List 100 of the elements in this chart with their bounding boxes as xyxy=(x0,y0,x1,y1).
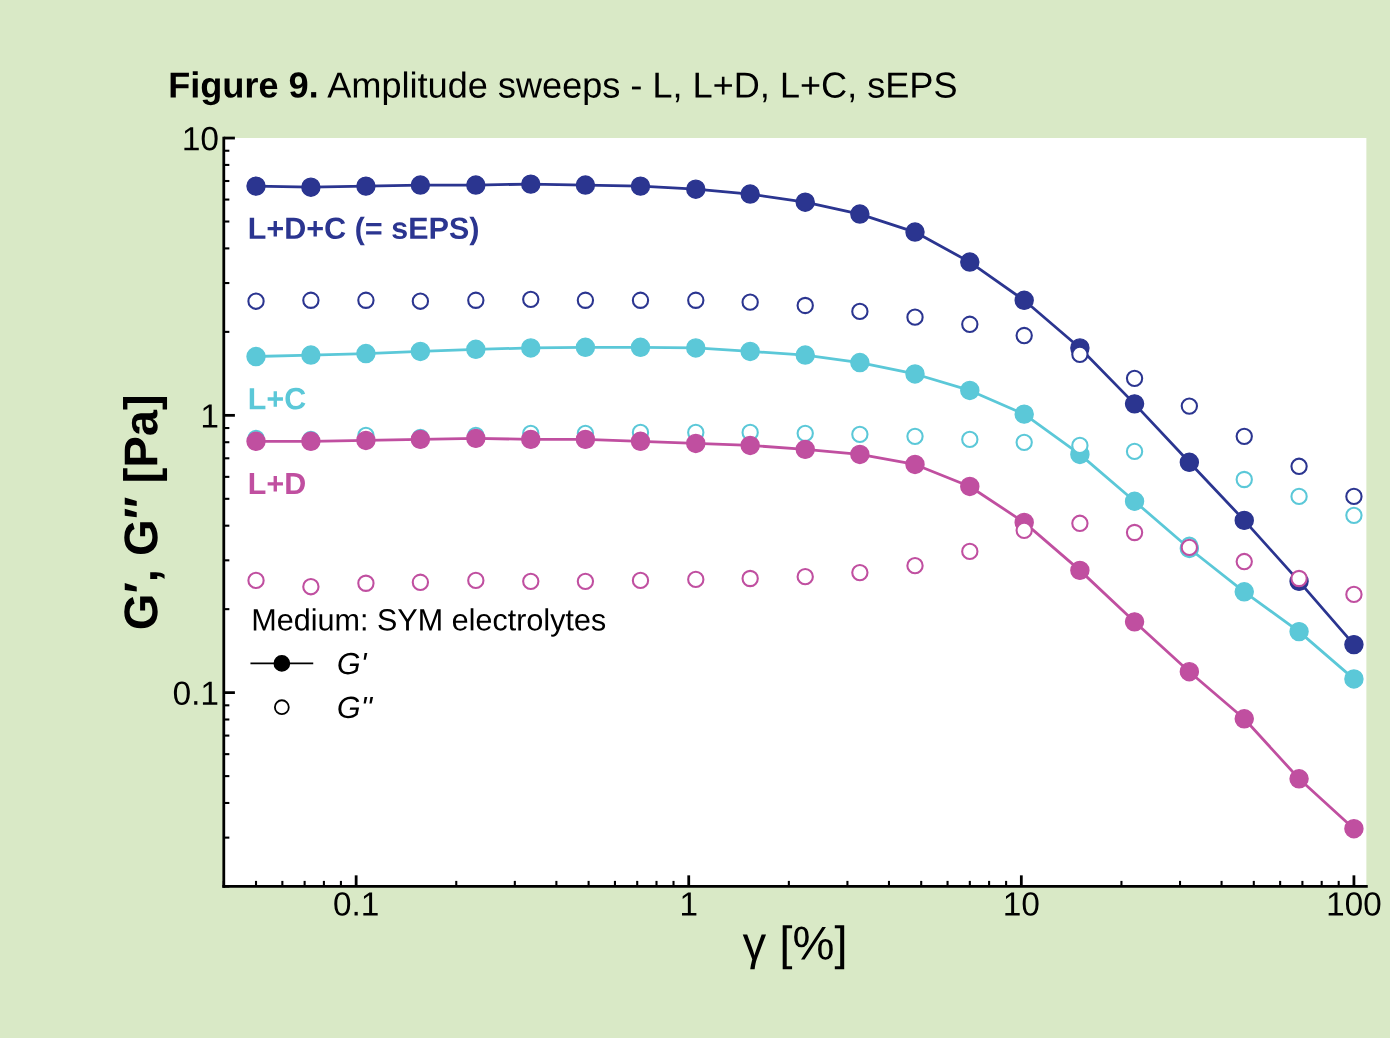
point xyxy=(521,174,541,194)
point xyxy=(247,571,265,590)
point xyxy=(1345,506,1363,524)
point xyxy=(1071,345,1089,363)
point xyxy=(1125,369,1144,387)
point xyxy=(246,176,266,196)
point xyxy=(906,308,924,326)
point xyxy=(466,339,486,360)
x-tick-label: 0.1 xyxy=(334,892,378,916)
point xyxy=(1015,433,1033,452)
point xyxy=(960,476,980,497)
x-tick-label: 10 xyxy=(1005,892,1039,916)
point xyxy=(850,204,870,224)
y-tick-label: 1 xyxy=(202,404,218,428)
point xyxy=(357,291,375,309)
point xyxy=(795,192,815,212)
point xyxy=(850,352,870,373)
point xyxy=(1015,326,1033,345)
series-label: L+D xyxy=(249,472,305,495)
point xyxy=(247,292,265,310)
point xyxy=(960,380,980,401)
point xyxy=(1234,510,1254,531)
y-tick-label: 10 xyxy=(184,126,218,151)
point xyxy=(522,290,540,309)
point xyxy=(796,296,814,315)
legend-title: Medium: SYM electrolytes xyxy=(253,608,606,637)
point xyxy=(1345,585,1363,604)
x-tick-label: 100 xyxy=(1328,892,1381,916)
point xyxy=(687,291,705,309)
point xyxy=(740,435,760,456)
point xyxy=(575,429,596,450)
point xyxy=(740,341,760,362)
point xyxy=(631,291,650,309)
point xyxy=(796,424,814,443)
point xyxy=(851,425,869,444)
point xyxy=(686,433,706,454)
point xyxy=(686,179,706,199)
point xyxy=(1344,634,1364,655)
point xyxy=(576,291,595,309)
point xyxy=(356,343,376,364)
point xyxy=(246,346,266,367)
point xyxy=(906,556,924,575)
point xyxy=(301,345,321,365)
point xyxy=(575,175,596,195)
point xyxy=(1234,709,1254,729)
x-axis-title: γ [%] xyxy=(742,925,845,970)
point xyxy=(1345,487,1363,506)
point xyxy=(1235,427,1253,446)
point xyxy=(1124,612,1145,632)
point xyxy=(1290,487,1308,506)
point xyxy=(411,573,430,591)
point xyxy=(960,252,980,272)
point xyxy=(521,429,541,450)
point xyxy=(1014,404,1034,424)
point xyxy=(246,431,266,452)
point xyxy=(1124,394,1145,414)
point xyxy=(1290,457,1308,475)
point xyxy=(301,177,321,197)
series-label: L+C xyxy=(249,387,306,410)
point xyxy=(575,337,596,357)
point xyxy=(630,337,651,357)
point xyxy=(741,293,759,311)
point xyxy=(1234,582,1254,602)
point xyxy=(1070,560,1090,581)
point xyxy=(410,341,431,362)
point xyxy=(1014,290,1034,310)
point xyxy=(961,315,979,333)
chart-title: Figure 9. Amplitude sweeps - L, L+D, L+C, sEPS xyxy=(170,71,956,106)
point xyxy=(1344,819,1364,839)
point xyxy=(411,292,430,310)
point xyxy=(1289,621,1309,642)
point xyxy=(851,302,869,321)
annotation: G' xyxy=(338,652,368,675)
point xyxy=(1344,669,1364,689)
point xyxy=(1235,470,1253,489)
point xyxy=(630,431,651,452)
point xyxy=(905,454,925,475)
point xyxy=(1125,442,1144,461)
point xyxy=(467,291,485,309)
point xyxy=(356,430,376,451)
point xyxy=(302,578,320,596)
point xyxy=(850,444,870,465)
point xyxy=(302,291,320,309)
annotation: G'' xyxy=(338,696,374,719)
point xyxy=(521,338,541,358)
point xyxy=(740,184,760,204)
point xyxy=(410,175,431,195)
point xyxy=(905,222,925,242)
point xyxy=(466,175,486,195)
point xyxy=(356,176,376,196)
point xyxy=(1289,769,1309,789)
point xyxy=(357,574,375,592)
point xyxy=(795,439,815,460)
series-label: L+D+C (= sEPS) xyxy=(249,216,478,246)
point xyxy=(1124,491,1145,511)
point xyxy=(1071,514,1089,532)
point xyxy=(466,428,486,449)
point xyxy=(686,338,706,358)
point xyxy=(1180,397,1199,415)
point xyxy=(961,430,979,449)
